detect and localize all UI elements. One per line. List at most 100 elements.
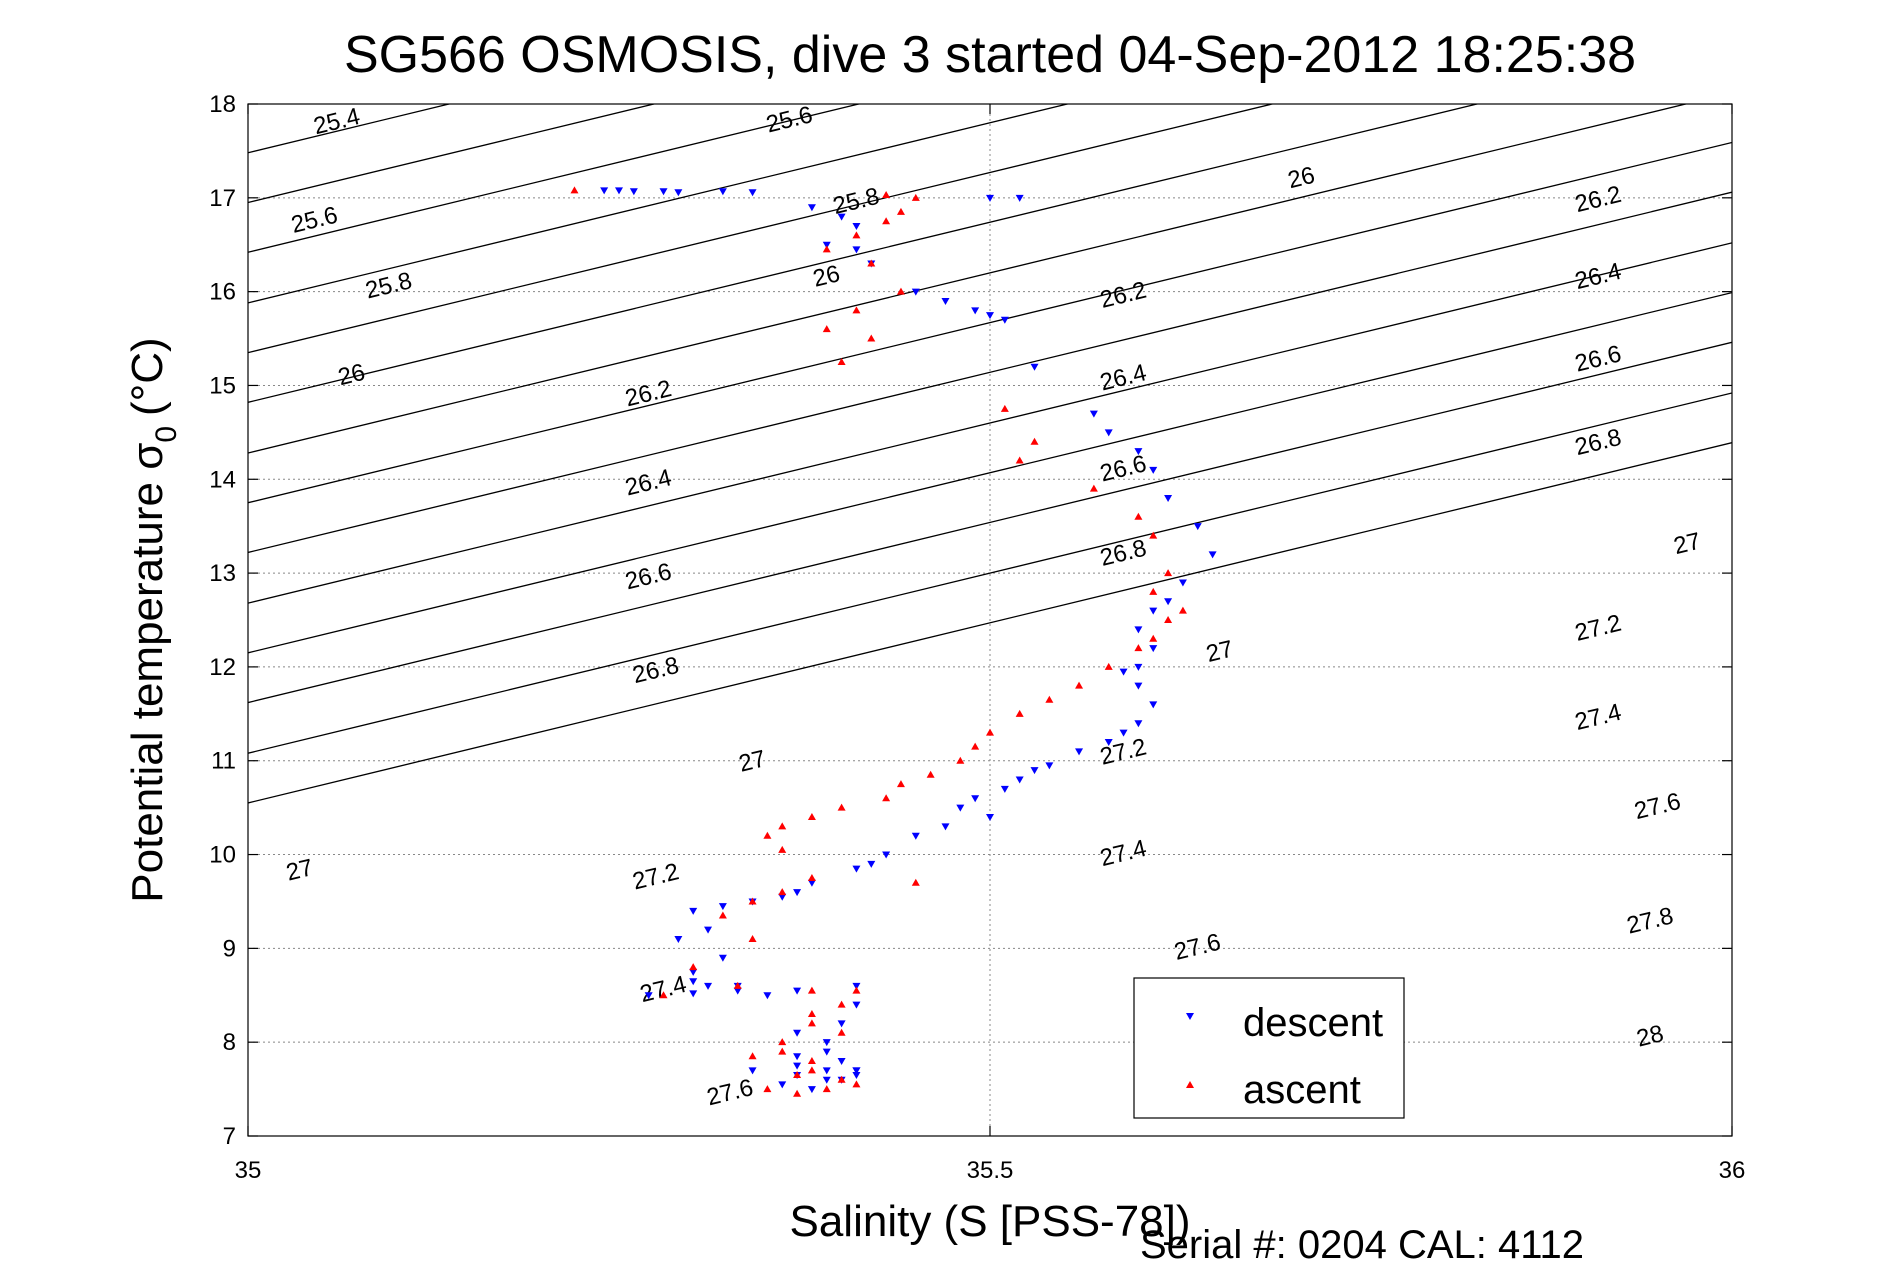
ascent-point: [926, 770, 935, 778]
legend-ascent-marker: [1186, 1081, 1194, 1088]
descent-point: [986, 814, 994, 822]
descent-point: [852, 246, 861, 254]
descent-point: [956, 804, 965, 812]
ascent-point: [570, 186, 579, 194]
ascent-point: [1000, 404, 1009, 412]
descent-point: [763, 992, 772, 1000]
descent-point: [778, 1081, 787, 1089]
descent-point: [852, 1001, 861, 1009]
descent-point: [1149, 701, 1158, 709]
contour-line-27-4: [248, 291, 1732, 654]
ascent-point: [748, 897, 757, 905]
ascent-point: [807, 874, 816, 881]
contour-line-27: [248, 191, 1732, 554]
contour-line-27-8: [248, 392, 1732, 754]
y-axis-label-subscript: 0: [150, 426, 183, 443]
descent-point: [733, 987, 742, 995]
descent-point: [748, 1067, 757, 1075]
ascent-point: [911, 193, 920, 201]
ascent-point: [778, 888, 787, 896]
descent-point: [1045, 762, 1054, 770]
descent-point: [1015, 776, 1024, 784]
ascent-point: [852, 986, 861, 994]
ascent-point: [1075, 681, 1084, 689]
serial-cal-footer: Serial #: 0204 CAL: 4112: [1140, 1223, 1584, 1262]
descent-point: [1149, 645, 1158, 653]
ascent-point: [896, 207, 905, 215]
ascent-point: [986, 728, 994, 736]
x-axis-label: Salinity (S [PSS-78]): [789, 1197, 1190, 1246]
descent-point: [911, 832, 920, 840]
contour-label: 27: [736, 745, 768, 778]
descent-point: [1000, 316, 1009, 324]
ascent-point: [748, 1052, 757, 1060]
contour-label: 28: [1634, 1020, 1666, 1053]
ascent-point: [1178, 606, 1187, 614]
descent-point: [852, 222, 861, 230]
contour-label: 27: [1204, 635, 1236, 668]
ascent-point: [778, 1047, 787, 1055]
descent-point: [971, 307, 980, 315]
descent-point: [1193, 523, 1202, 531]
contour-line-26: [248, 104, 1071, 304]
ascent-point: [807, 1066, 816, 1074]
ascent-point: [807, 1010, 816, 1018]
ascent-point: [763, 831, 772, 839]
ascent-point: [1164, 616, 1173, 623]
ascent-point: [852, 306, 861, 314]
descent-point: [882, 851, 891, 859]
contour-line-27-6: [248, 341, 1732, 704]
descent-point: [822, 1067, 831, 1075]
ascent-point: [718, 911, 727, 919]
descent-point: [1178, 579, 1187, 587]
descent-point: [629, 188, 638, 196]
descent-point: [1015, 194, 1024, 202]
descent-point: [1030, 767, 1039, 775]
y-axis-label: Potential temperature σ0 (°C): [123, 337, 183, 902]
density-contours: [248, 104, 1732, 804]
descent-point: [689, 978, 698, 986]
x-axis-ticks: 35 35.5 36: [235, 104, 1745, 1184]
descent-point: [748, 189, 757, 197]
descent-point: [1164, 598, 1173, 606]
ascent-point: [911, 878, 920, 886]
descent-point: [1075, 748, 1084, 756]
y-tick-label: 18: [209, 91, 236, 118]
descent-point: [1030, 363, 1039, 371]
y-tick-label: 12: [209, 654, 236, 681]
contour-line-28: [248, 442, 1732, 804]
ascent-point: [793, 1089, 802, 1097]
descent-point: [600, 187, 609, 195]
ascent-point: [1149, 587, 1158, 595]
descent-point: [822, 1039, 831, 1047]
descent-point: [793, 889, 802, 897]
contour-line-26-6: [248, 104, 1689, 454]
ascent-point: [778, 822, 787, 830]
contour-line-25-6: [248, 104, 657, 204]
descent-point: [911, 288, 920, 296]
legend-descent-label: descent: [1243, 1001, 1383, 1045]
chart-title: SG566 OSMOSIS, dive 3 started 04-Sep-201…: [344, 26, 1636, 84]
descent-point: [704, 982, 713, 990]
ascent-point: [867, 259, 876, 267]
descent-point: [1134, 720, 1143, 728]
ascent-point: [1149, 634, 1158, 642]
ascent-point: [837, 803, 846, 811]
y-tick-label: 14: [209, 466, 236, 493]
descent-point: [644, 992, 653, 1000]
y-axis-ticks: 7 8 9 10 11 12 13 14 15 16 17 18: [209, 91, 1732, 1150]
contour-label: 26: [335, 359, 367, 392]
descent-point: [1134, 448, 1143, 456]
descent-point: [793, 987, 802, 995]
descent-point: [1134, 682, 1143, 690]
descent-point: [807, 1086, 816, 1094]
ascent-point: [882, 794, 891, 802]
ascent-point: [807, 986, 816, 994]
y-tick-label: 15: [209, 372, 236, 399]
descent-point: [837, 1057, 846, 1065]
descent-point: [1134, 663, 1143, 671]
descent-point: [689, 907, 698, 915]
ascent-point: [1104, 662, 1113, 670]
legend-box: [1133, 977, 1405, 1119]
